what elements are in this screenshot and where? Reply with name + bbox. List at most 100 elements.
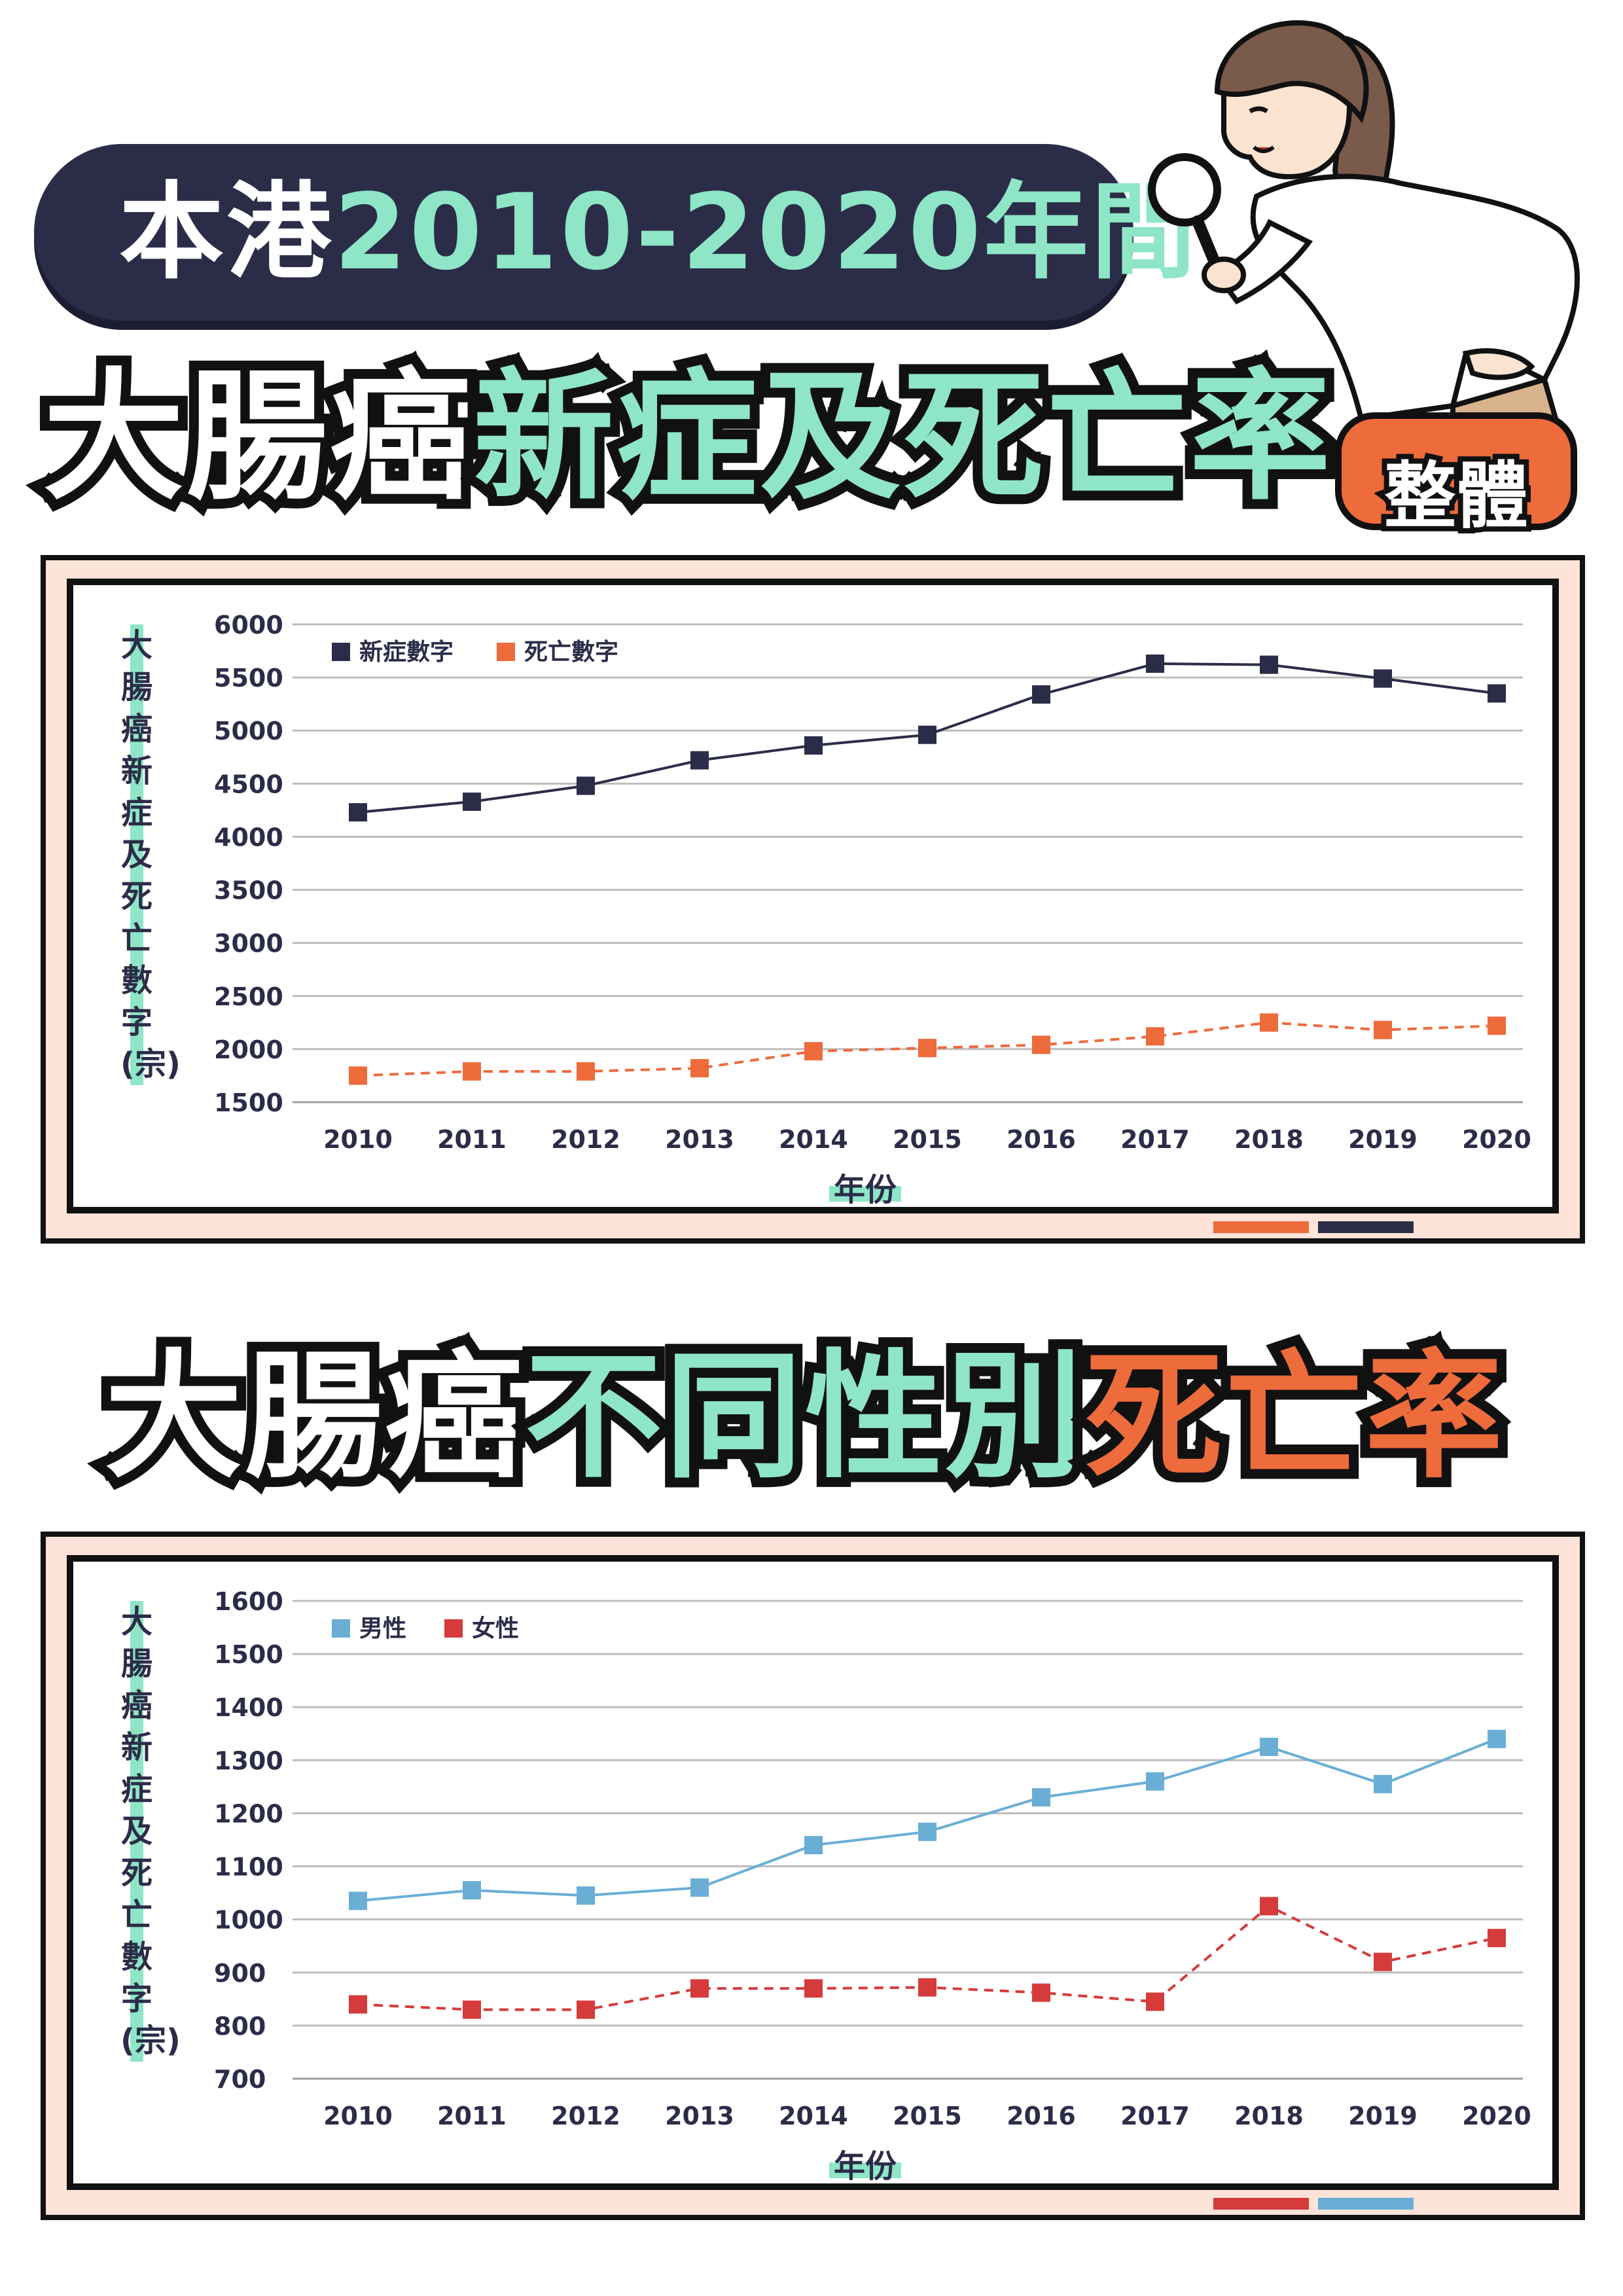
x-tick-label: 2018 bbox=[1234, 2102, 1304, 2130]
section2-title-b: 不同性別 bbox=[515, 1336, 1092, 1497]
y-tick-label: 1200 bbox=[214, 1799, 283, 1828]
data-point bbox=[804, 1042, 823, 1061]
y-tick-label: 5500 bbox=[214, 664, 283, 692]
x-tick-label: 2011 bbox=[437, 2102, 507, 2130]
section1-title: 大腸癌新症及死亡率 bbox=[33, 357, 1340, 517]
data-point bbox=[1032, 1035, 1050, 1054]
data-point bbox=[463, 1881, 481, 1900]
x-tick-label: 2016 bbox=[1007, 1125, 1076, 1154]
x-tick-label: 2015 bbox=[893, 2102, 962, 2130]
data-point bbox=[349, 1066, 367, 1085]
legend-label: 男性 bbox=[359, 1615, 406, 1642]
legend-label: 新症數字 bbox=[359, 639, 454, 666]
y-tick-label: 1100 bbox=[214, 1853, 283, 1882]
chart1-frame: 大腸癌新症及死亡數字(宗) 6000 5500 5000 4500 4000 3500 30… bbox=[41, 555, 1585, 1244]
data-point bbox=[690, 1878, 709, 1897]
header-title: 本港2010-2020年間 bbox=[119, 180, 1198, 285]
data-point bbox=[1374, 669, 1392, 688]
y-tick-label: 2000 bbox=[214, 1035, 283, 1064]
legend-label: 女性 bbox=[472, 1615, 519, 1642]
x-tick-label: 2016 bbox=[1007, 2102, 1076, 2130]
header-pill: 本港2010-2020年間 bbox=[34, 144, 1196, 321]
y-tick-label: 1300 bbox=[214, 1746, 283, 1775]
data-point bbox=[1374, 1020, 1392, 1039]
x-tick-label: 2018 bbox=[1234, 1125, 1304, 1154]
data-point bbox=[690, 751, 709, 770]
data-point bbox=[577, 776, 595, 795]
section1-title-a: 大腸癌 bbox=[33, 355, 480, 519]
data-point bbox=[1032, 685, 1050, 704]
y-tick-label: 1000 bbox=[214, 1906, 283, 1935]
x-axis-title: 年份 bbox=[834, 1172, 897, 1208]
data-point bbox=[1032, 1983, 1050, 2002]
y-tick-label: 800 bbox=[214, 2012, 266, 2041]
x-tick-label: 2020 bbox=[1462, 1125, 1531, 1154]
section2-title-c: 死亡率 bbox=[1075, 1336, 1512, 1497]
header-highlight: 2010-2020年間 bbox=[334, 171, 1199, 293]
y-tick-label: 6000 bbox=[214, 611, 283, 639]
x-tick-label: 2012 bbox=[551, 2102, 620, 2130]
chart2-tab-red bbox=[1213, 2198, 1309, 2210]
data-point bbox=[1488, 1929, 1506, 1948]
y-tick-label: 1500 bbox=[214, 1640, 283, 1669]
chart2-tab-blue bbox=[1318, 2198, 1414, 2210]
x-tick-label: 2017 bbox=[1120, 2102, 1190, 2130]
data-point bbox=[690, 1979, 709, 1998]
y-tick-label: 4500 bbox=[214, 770, 283, 798]
data-point bbox=[1260, 1897, 1278, 1916]
chart1-panel: 大腸癌新症及死亡數字(宗) 6000 5500 5000 4500 4000 3500 30… bbox=[67, 579, 1559, 1213]
data-point bbox=[918, 725, 936, 744]
y-tick-label: 5000 bbox=[214, 717, 283, 745]
chart1-ylabel: 大腸癌新症及死亡數字(宗) bbox=[120, 624, 181, 1085]
data-point bbox=[1146, 655, 1164, 673]
x-tick-label: 2010 bbox=[323, 2102, 393, 2130]
section1-title-b: 新症及死亡率 bbox=[463, 355, 1340, 519]
y-tick-label: 2500 bbox=[214, 982, 283, 1011]
data-point bbox=[1260, 655, 1278, 674]
data-point bbox=[577, 1886, 595, 1905]
x-tick-label: 2010 bbox=[323, 1125, 393, 1154]
data-point bbox=[1146, 1992, 1164, 2011]
section2-title-a: 大腸癌 bbox=[95, 1336, 532, 1497]
data-point bbox=[1260, 1013, 1278, 1032]
data-point bbox=[463, 2000, 481, 2019]
x-tick-label: 2012 bbox=[551, 1125, 620, 1154]
x-tick-label: 2014 bbox=[779, 2102, 848, 2130]
y-tick-label: 1500 bbox=[214, 1088, 283, 1117]
x-tick-label: 2019 bbox=[1348, 1125, 1418, 1154]
data-point bbox=[349, 803, 367, 822]
data-point bbox=[1374, 1774, 1392, 1793]
legend-swatch bbox=[444, 1619, 463, 1638]
data-point bbox=[1488, 1729, 1506, 1748]
data-point bbox=[1260, 1738, 1278, 1757]
y-tick-label: 1400 bbox=[214, 1693, 283, 1722]
legend-swatch bbox=[332, 1619, 350, 1638]
chart2-ylabel: 大腸癌新症及死亡數字(宗) bbox=[120, 1601, 181, 2062]
data-point bbox=[918, 1822, 936, 1841]
data-point bbox=[577, 1062, 595, 1081]
data-point bbox=[1488, 684, 1506, 703]
legend-label: 死亡數字 bbox=[524, 639, 618, 666]
y-tick-label: 900 bbox=[214, 1959, 266, 1988]
xlabel-highlight bbox=[829, 2162, 901, 2178]
x-tick-label: 2020 bbox=[1462, 2102, 1531, 2130]
data-point bbox=[804, 1836, 823, 1855]
header-prefix: 本港 bbox=[119, 171, 334, 293]
legend-swatch bbox=[497, 643, 515, 661]
data-point bbox=[463, 1062, 481, 1081]
chart1-tab-navy bbox=[1318, 1221, 1414, 1233]
data-point bbox=[1032, 1788, 1050, 1807]
y-tick-label: 700 bbox=[214, 2065, 266, 2094]
legend-swatch bbox=[332, 643, 350, 661]
data-point bbox=[804, 736, 823, 755]
overall-badge-label: 整體 bbox=[1379, 449, 1533, 543]
data-point bbox=[804, 1979, 823, 1998]
x-tick-label: 2019 bbox=[1348, 2102, 1418, 2130]
chart2-panel: 大腸癌新症及死亡數字(宗) 1600 1500 1400 1300 1200 1100 10… bbox=[67, 1555, 1559, 2190]
data-point bbox=[690, 1059, 709, 1078]
series-line-0 bbox=[357, 1738, 1497, 1903]
x-axis-title: 年份 bbox=[834, 2148, 897, 2185]
data-point bbox=[349, 1892, 367, 1910]
chart1-tab-orange bbox=[1213, 1221, 1309, 1233]
chart2-frame: 大腸癌新症及死亡數字(宗) 1600 1500 1400 1300 1200 1100 10… bbox=[41, 1532, 1585, 2220]
